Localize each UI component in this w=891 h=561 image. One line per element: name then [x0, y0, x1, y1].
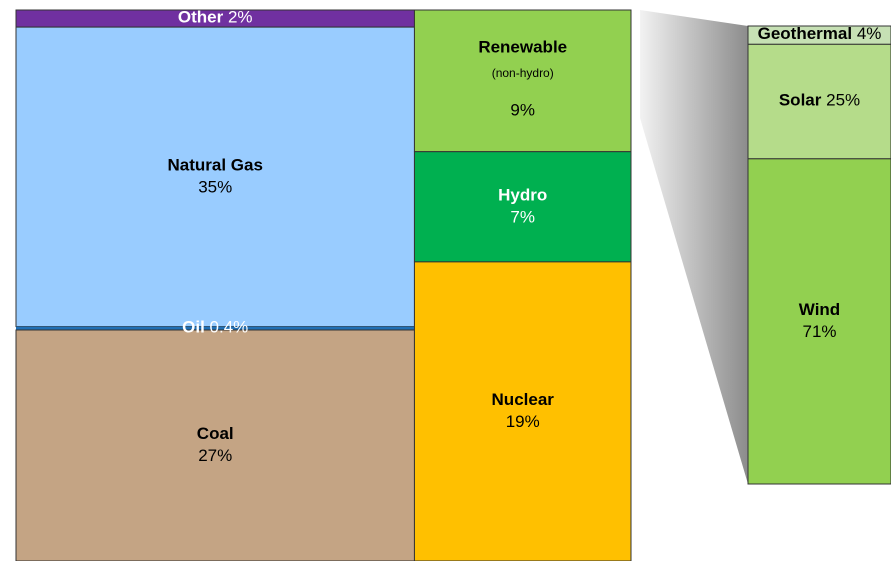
tile-value: 2%: [228, 8, 253, 27]
tile-name: Wind: [799, 300, 840, 319]
tile-value: 35%: [198, 177, 232, 196]
tile-name: Nuclear: [492, 390, 555, 409]
tile: [413, 151, 632, 263]
tile-value: 27%: [198, 446, 232, 465]
tile-value: 19%: [506, 412, 540, 431]
tile: [413, 9, 632, 153]
zoom-connector: [640, 10, 748, 484]
tile-value: 7%: [510, 207, 535, 226]
tile-name: Other: [178, 8, 224, 27]
tile: [747, 158, 891, 485]
tile: [15, 26, 415, 328]
tile-value: 25%: [826, 91, 860, 110]
tile-label: Geothermal 4%: [758, 25, 882, 44]
tile-name: Natural Gas: [168, 155, 263, 174]
tile-name: Geothermal: [758, 25, 852, 44]
tile-label: Other 2%: [178, 8, 253, 27]
tile-label: Oil 0.4%: [182, 318, 248, 337]
tile-value: 71%: [802, 322, 836, 341]
tile: [16, 326, 415, 330]
tile: [413, 261, 632, 561]
tile-name: Hydro: [498, 185, 547, 204]
tile-value: 0.4%: [210, 318, 249, 337]
tile: [747, 43, 891, 160]
tile-name: Oil: [182, 318, 205, 337]
tile-name: Solar: [779, 91, 822, 110]
tile-value: 9%: [510, 100, 535, 119]
tile-name: Coal: [197, 424, 234, 443]
tile-note: (non-hydro): [492, 66, 554, 80]
tile-value: 4%: [857, 25, 882, 44]
tile-label: Solar 25%: [779, 91, 860, 110]
tile-name: Renewable: [478, 37, 567, 56]
